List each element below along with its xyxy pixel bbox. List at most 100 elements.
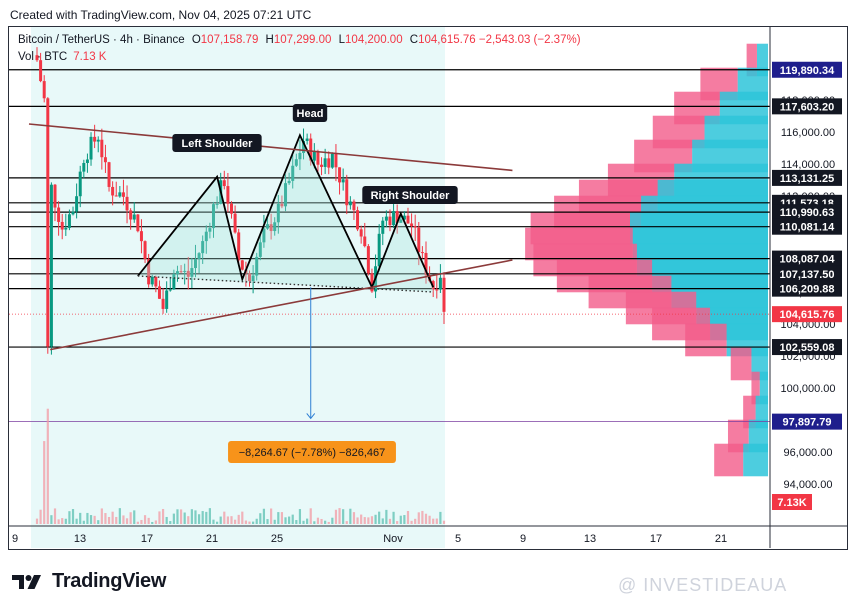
volume-bar	[158, 511, 161, 524]
volume-bar	[270, 508, 273, 524]
target-level-tag-bg	[772, 413, 842, 430]
volume-bar	[291, 514, 294, 524]
volume-bar	[424, 513, 428, 524]
volume-bar	[255, 518, 258, 524]
candle-body	[186, 270, 190, 277]
volume-bar	[93, 515, 96, 524]
volume-bar	[432, 518, 435, 524]
volume-bar	[115, 516, 118, 524]
candle-body	[168, 289, 172, 291]
volume-bar	[230, 516, 233, 524]
candle-body	[136, 214, 140, 232]
volume-bar	[298, 509, 302, 524]
price-level-tag: 108,087.04	[779, 254, 835, 266]
volume-bar	[223, 511, 226, 524]
volume-bar	[172, 513, 175, 524]
volume-bar	[50, 515, 53, 524]
volume-bar	[71, 509, 75, 524]
candle-body	[276, 203, 280, 223]
volume-bar	[169, 521, 172, 524]
volume-bar	[165, 516, 168, 524]
candle-body	[226, 186, 230, 204]
volume-legend: Vol · BTC 7.13 K	[18, 51, 106, 63]
volume-bar	[334, 509, 338, 524]
volume-bar	[97, 520, 100, 524]
candle-body	[248, 273, 252, 282]
candle-body	[302, 140, 306, 154]
price-level-tag-bg	[772, 265, 842, 282]
volume-bar	[262, 508, 266, 524]
candle-body	[118, 192, 122, 197]
volume-bar	[190, 509, 193, 524]
volume-bar	[140, 519, 143, 524]
lower-trendline	[50, 259, 513, 351]
time-tick-label: 17	[650, 533, 662, 545]
tradingview-logo[interactable]: TradingView	[12, 570, 166, 593]
candle-body	[269, 224, 273, 232]
price-tick-label: 96,000.00	[784, 447, 833, 459]
candle-body	[287, 180, 291, 184]
candle-body	[172, 274, 176, 290]
measure-label-bg	[228, 441, 396, 463]
volume-bar	[75, 518, 78, 524]
candle-body	[417, 227, 421, 253]
time-tick-label: 25	[271, 533, 283, 545]
volume-profile-down-bar	[730, 347, 752, 381]
volume-bar	[360, 514, 363, 524]
candle-body	[366, 246, 370, 274]
volume-bar	[385, 509, 388, 524]
volume-label[interactable]: Vol · BTC	[18, 51, 68, 63]
candle-body	[208, 228, 212, 232]
volume-bar	[237, 514, 240, 524]
candle-body	[312, 151, 316, 161]
candle-body	[330, 153, 334, 168]
volume-bar	[410, 520, 413, 524]
candle-body	[384, 216, 388, 221]
volume-bar	[39, 509, 42, 524]
volume-bar	[215, 521, 219, 524]
volume-bar	[284, 517, 287, 524]
volume-bar	[367, 517, 370, 524]
low-value: 104,200.00	[345, 34, 403, 46]
volume-bar	[259, 513, 262, 524]
price-level-tag: 106,209.88	[779, 284, 834, 296]
candle-body	[316, 151, 320, 165]
candle-body	[280, 203, 284, 207]
candle-body	[294, 159, 298, 166]
candle-body	[388, 216, 392, 226]
candle-body	[341, 179, 345, 183]
volume-bar	[306, 518, 309, 524]
volume-bar	[403, 515, 406, 524]
volume-bar	[176, 509, 179, 524]
time-tick-label: 5	[455, 533, 461, 545]
volume-bar	[352, 512, 356, 524]
volume-bar	[61, 518, 64, 524]
candle-body	[413, 226, 417, 228]
candle-body	[222, 180, 226, 187]
candle-body	[93, 136, 97, 142]
volume-bar	[194, 510, 197, 524]
upper-trendline	[28, 123, 513, 172]
volume-bar	[241, 511, 244, 524]
candle-body	[165, 290, 169, 309]
candle-body	[75, 196, 79, 212]
candle-body	[179, 271, 183, 273]
candle-body	[395, 211, 399, 223]
price-level-tag: 110,990.63	[780, 207, 834, 219]
candle-body	[363, 236, 367, 247]
price-level-tag: 117,603.20	[780, 101, 834, 113]
candle-body	[64, 227, 68, 230]
volume-bar	[309, 508, 312, 524]
candle-body	[291, 165, 295, 181]
close-value: 104,615.76	[418, 34, 476, 46]
time-tick-label: 13	[584, 533, 596, 545]
candle-body	[442, 277, 446, 312]
price-level-tag-bg	[772, 169, 842, 186]
symbol-label[interactable]: Bitcoin / TetherUS · 4h · Binance	[18, 34, 185, 46]
volume-bar	[219, 516, 222, 524]
volume-bars-layer	[35, 408, 446, 524]
low-label: L	[338, 34, 346, 46]
candle-body	[201, 241, 205, 254]
volume-bar	[111, 511, 114, 524]
